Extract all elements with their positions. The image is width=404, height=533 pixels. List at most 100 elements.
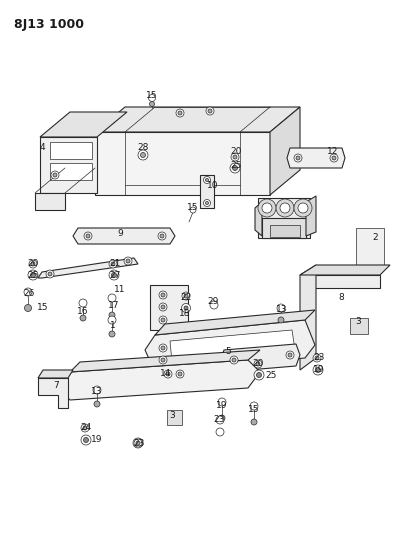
Polygon shape xyxy=(38,378,68,408)
Text: 3: 3 xyxy=(355,318,361,327)
Text: 5: 5 xyxy=(225,348,231,357)
Circle shape xyxy=(46,270,54,278)
Circle shape xyxy=(210,301,218,309)
Circle shape xyxy=(256,362,260,366)
Circle shape xyxy=(149,101,154,107)
Circle shape xyxy=(48,272,52,276)
Circle shape xyxy=(182,292,190,300)
Circle shape xyxy=(161,358,165,362)
Circle shape xyxy=(254,370,264,380)
Circle shape xyxy=(80,315,86,321)
Polygon shape xyxy=(300,265,316,370)
Polygon shape xyxy=(35,193,65,210)
Text: 9: 9 xyxy=(117,229,123,238)
Text: 22: 22 xyxy=(180,294,191,303)
Polygon shape xyxy=(255,202,262,236)
Circle shape xyxy=(159,303,167,311)
Circle shape xyxy=(232,166,238,171)
Text: 10: 10 xyxy=(207,181,219,190)
Circle shape xyxy=(109,260,117,268)
Circle shape xyxy=(81,424,89,432)
Circle shape xyxy=(190,207,196,213)
Text: 7: 7 xyxy=(53,382,59,391)
Circle shape xyxy=(111,262,115,266)
Circle shape xyxy=(28,270,38,280)
Polygon shape xyxy=(38,370,73,378)
Circle shape xyxy=(53,173,57,177)
Circle shape xyxy=(181,303,191,312)
Polygon shape xyxy=(95,132,270,195)
Circle shape xyxy=(178,111,182,115)
Text: 19: 19 xyxy=(91,435,103,445)
Text: 12: 12 xyxy=(327,148,339,157)
Polygon shape xyxy=(50,163,92,180)
Circle shape xyxy=(176,370,184,378)
Circle shape xyxy=(230,356,238,364)
Text: 25: 25 xyxy=(230,160,242,169)
Circle shape xyxy=(161,318,165,322)
Circle shape xyxy=(126,259,130,263)
Circle shape xyxy=(29,260,37,268)
Circle shape xyxy=(134,439,142,447)
Text: 15: 15 xyxy=(248,405,260,414)
Circle shape xyxy=(332,156,336,160)
Circle shape xyxy=(160,234,164,238)
Circle shape xyxy=(108,316,116,324)
Text: 24: 24 xyxy=(80,423,92,432)
Text: 13: 13 xyxy=(91,387,103,397)
Circle shape xyxy=(233,155,237,159)
Circle shape xyxy=(278,317,284,323)
Text: 3: 3 xyxy=(169,411,175,421)
Circle shape xyxy=(30,272,36,278)
Circle shape xyxy=(206,179,208,182)
Circle shape xyxy=(184,294,188,298)
Circle shape xyxy=(204,199,210,206)
Circle shape xyxy=(296,156,300,160)
Text: 14: 14 xyxy=(160,369,172,378)
Text: 20: 20 xyxy=(27,259,39,268)
Circle shape xyxy=(149,94,156,101)
Polygon shape xyxy=(220,344,300,372)
Polygon shape xyxy=(40,112,127,137)
Circle shape xyxy=(258,199,276,217)
Circle shape xyxy=(313,365,323,375)
Polygon shape xyxy=(350,318,368,334)
Circle shape xyxy=(216,416,224,424)
Circle shape xyxy=(206,107,214,115)
Polygon shape xyxy=(167,410,182,425)
Circle shape xyxy=(109,270,119,280)
Text: 15: 15 xyxy=(146,91,158,100)
Polygon shape xyxy=(170,330,295,362)
Circle shape xyxy=(164,370,172,378)
Polygon shape xyxy=(150,285,188,330)
Circle shape xyxy=(79,299,87,307)
Text: 20: 20 xyxy=(252,359,264,367)
Text: 23: 23 xyxy=(213,415,225,424)
Polygon shape xyxy=(58,360,260,400)
Circle shape xyxy=(204,176,210,183)
Text: 15: 15 xyxy=(37,303,49,312)
Circle shape xyxy=(141,152,145,157)
Polygon shape xyxy=(40,137,97,193)
Circle shape xyxy=(159,316,167,324)
Text: 19: 19 xyxy=(313,366,325,375)
Circle shape xyxy=(231,153,239,161)
Circle shape xyxy=(161,293,165,297)
Polygon shape xyxy=(262,218,306,238)
Circle shape xyxy=(25,304,32,311)
Circle shape xyxy=(294,154,302,162)
Polygon shape xyxy=(270,225,300,237)
Circle shape xyxy=(288,353,292,357)
Text: 23: 23 xyxy=(314,353,325,362)
Circle shape xyxy=(124,257,132,265)
Circle shape xyxy=(176,109,184,117)
Text: 4: 4 xyxy=(39,143,45,152)
Polygon shape xyxy=(270,107,300,195)
Polygon shape xyxy=(306,196,316,236)
Circle shape xyxy=(316,367,320,373)
Circle shape xyxy=(159,344,167,352)
Circle shape xyxy=(83,426,87,430)
Text: 8: 8 xyxy=(338,294,344,303)
Polygon shape xyxy=(38,258,138,278)
Circle shape xyxy=(277,304,285,312)
